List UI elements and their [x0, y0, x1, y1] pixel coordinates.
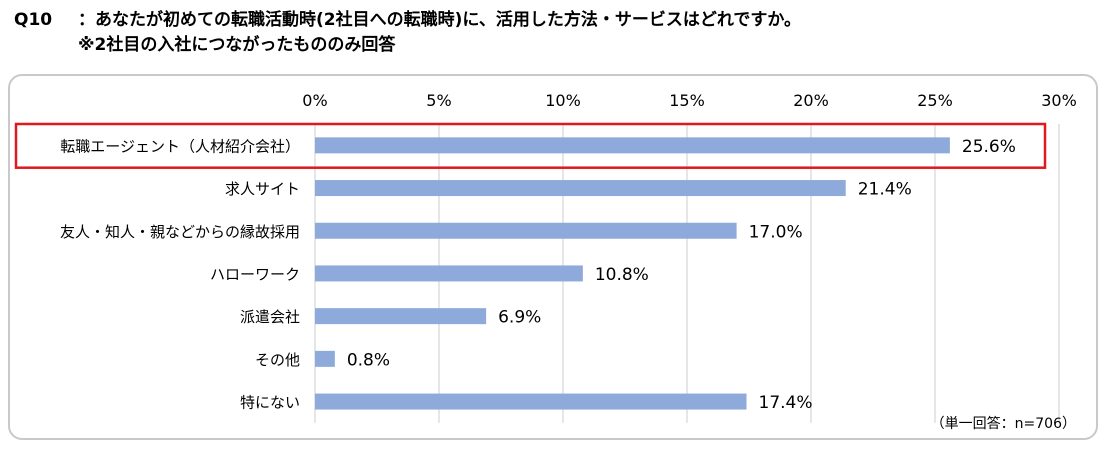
bar: [315, 222, 737, 239]
data-label: 10.8%: [595, 265, 649, 285]
x-tick-label: 15%: [669, 91, 705, 110]
chart-frame: [8, 74, 1098, 440]
chart-title: Q10 ：あなたが初めての転職活動時(2社目への転職時)に、活用した方法・サービス…: [14, 8, 801, 33]
question-number: Q10: [14, 10, 53, 30]
x-tick-label: 0%: [302, 91, 327, 110]
x-tick-label: 10%: [545, 91, 581, 110]
x-tick-label: 20%: [793, 91, 829, 110]
data-label: 17.4%: [759, 393, 813, 413]
category-label: 求人サイト: [225, 180, 300, 198]
category-label: 友人・知人・親などからの縁故採用: [60, 223, 300, 241]
data-label: 25.6%: [962, 137, 1016, 157]
bar: [315, 265, 583, 282]
highlight-box: [14, 122, 1047, 169]
category-label: 特にない: [240, 394, 300, 412]
bar: [315, 308, 487, 325]
bar: [315, 393, 747, 410]
category-label: ハローワーク: [210, 265, 300, 283]
x-tick-label: 5%: [426, 91, 451, 110]
bar: [315, 350, 335, 367]
chart-subtitle: ※2社目の入社につながったもののみ回答: [78, 35, 396, 55]
data-label: 0.8%: [347, 350, 390, 370]
bar: [315, 137, 950, 154]
question-text: ：あなたが初めての転職活動時(2社目への転職時)に、活用した方法・サービスはどれ…: [78, 10, 802, 30]
sample-note: （単一回答：n=706）: [930, 416, 1076, 432]
category-label: 転職エージェント（人材紹介会社）: [60, 137, 300, 155]
data-label: 6.9%: [498, 308, 541, 328]
category-label: その他: [255, 351, 300, 369]
data-label: 21.4%: [858, 180, 912, 200]
bar: [315, 180, 846, 197]
data-label: 17.0%: [749, 222, 803, 242]
x-tick-label: 25%: [917, 91, 953, 110]
x-tick-label: 30%: [1041, 91, 1077, 110]
category-label: 派遣会社: [240, 308, 300, 326]
